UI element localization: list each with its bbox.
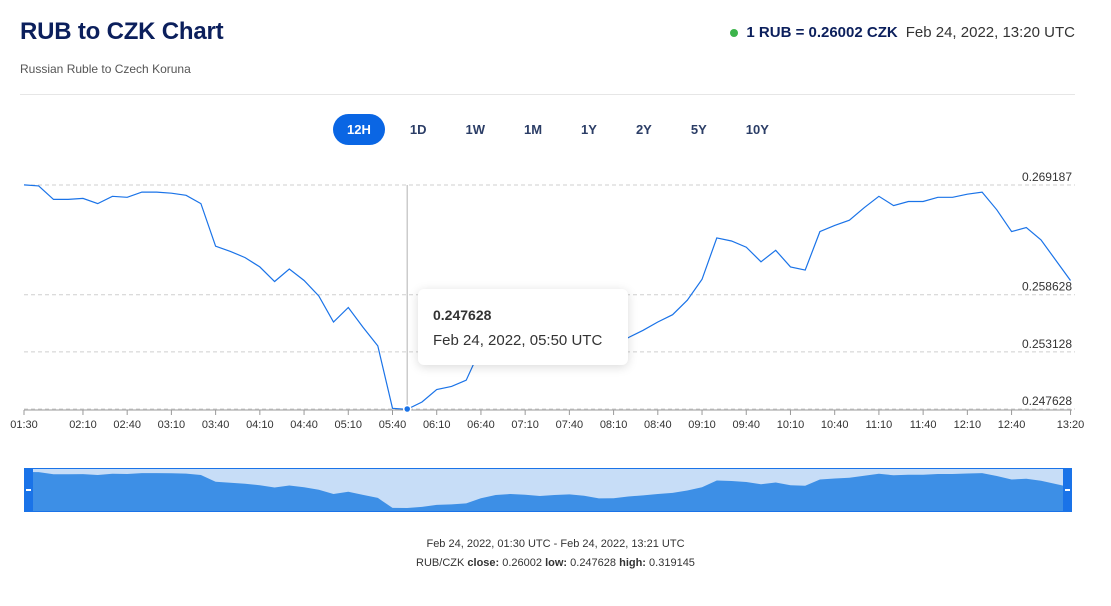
footer-close-label: close: [467, 557, 500, 569]
live-status-icon [730, 28, 739, 37]
y-tick-label: 0.269187 [1022, 170, 1072, 184]
x-tick-label: 03:10 [158, 419, 186, 431]
x-tick-label: 04:40 [290, 419, 318, 431]
footer-low: 0.247628 [570, 557, 617, 569]
tab-2y[interactable]: 2Y [635, 122, 652, 137]
y-tick-label: 0.247628 [1022, 394, 1072, 408]
tab-12h[interactable]: 12H [333, 114, 385, 145]
footer-low-label: low: [545, 557, 568, 569]
header-divider [20, 94, 1075, 95]
x-tick-label: 12:10 [954, 419, 982, 431]
page-subtitle: Russian Ruble to Czech Koruna [20, 62, 191, 76]
x-tick-label: 11:40 [910, 419, 937, 431]
x-tick-label: 01:30 [10, 419, 38, 431]
footer-stats: RUB/CZK close: 0.26002 low: 0.247628 hig… [0, 557, 1111, 569]
footer-pair: RUB/CZK [416, 557, 465, 569]
current-rate: 1 RUB = 0.26002 CZK Feb 24, 2022, 13:20 … [730, 24, 1075, 41]
footer-close: 0.26002 [502, 557, 543, 569]
x-tick-label: 03:40 [202, 419, 230, 431]
x-tick-label: 12:40 [998, 419, 1026, 431]
x-tick-label: 07:10 [511, 419, 539, 431]
x-tick-label: 09:10 [688, 419, 716, 431]
tooltip-value: 0.247628 [433, 307, 492, 323]
y-tick-label: 0.258628 [1022, 280, 1072, 294]
x-tick-label: 06:10 [423, 419, 451, 431]
x-tick-label: 02:10 [69, 419, 97, 431]
tooltip-date: Feb 24, 2022, 05:50 UTC [433, 332, 603, 349]
tab-5y[interactable]: 5Y [690, 122, 707, 137]
x-tick-label: 10:10 [777, 419, 805, 431]
x-tick-label: 10:40 [821, 419, 849, 431]
x-tick-label: 07:40 [556, 419, 584, 431]
rate-timestamp: Feb 24, 2022, 13:20 UTC [905, 24, 1075, 41]
tab-10y[interactable]: 10Y [745, 122, 769, 137]
footer-high-label: high: [619, 557, 646, 569]
range-navigator[interactable] [24, 468, 1072, 512]
tab-1m[interactable]: 1M [523, 122, 543, 137]
x-tick-label: 08:40 [644, 419, 672, 431]
footer-high: 0.319145 [649, 557, 695, 569]
x-tick-label: 08:10 [600, 419, 628, 431]
navigator-area [24, 472, 1072, 512]
x-tick-label: 04:10 [246, 419, 274, 431]
x-tick-label: 09:40 [732, 419, 760, 431]
x-tick-label: 05:40 [379, 419, 407, 431]
hover-point [402, 404, 412, 414]
x-tick-label: 11:10 [866, 419, 893, 431]
x-tick-label: 05:10 [335, 419, 363, 431]
x-tick-label: 06:40 [467, 419, 495, 431]
tab-1w[interactable]: 1W [465, 122, 485, 137]
x-tick-label: 13:20 [1057, 419, 1085, 431]
range-tabs: 12H 1D 1W 1M 1Y 2Y 5Y 10Y [333, 114, 794, 145]
y-tick-label: 0.253128 [1022, 337, 1072, 351]
price-chart[interactable]: 0.269187 0.258628 0.253128 0.247628 01:30 02:… [0, 150, 1111, 440]
x-tick-label: 02:40 [113, 419, 141, 431]
chart-tooltip: 0.247628 Feb 24, 2022, 05:50 UTC [418, 289, 628, 365]
rate-value: 1 RUB = 0.26002 CZK [746, 24, 898, 41]
tab-1y[interactable]: 1Y [581, 122, 597, 137]
tab-1d[interactable]: 1D [409, 122, 427, 137]
page-title: RUB to CZK Chart [20, 18, 224, 45]
footer-range: Feb 24, 2022, 01:30 UTC - Feb 24, 2022, … [426, 538, 685, 550]
